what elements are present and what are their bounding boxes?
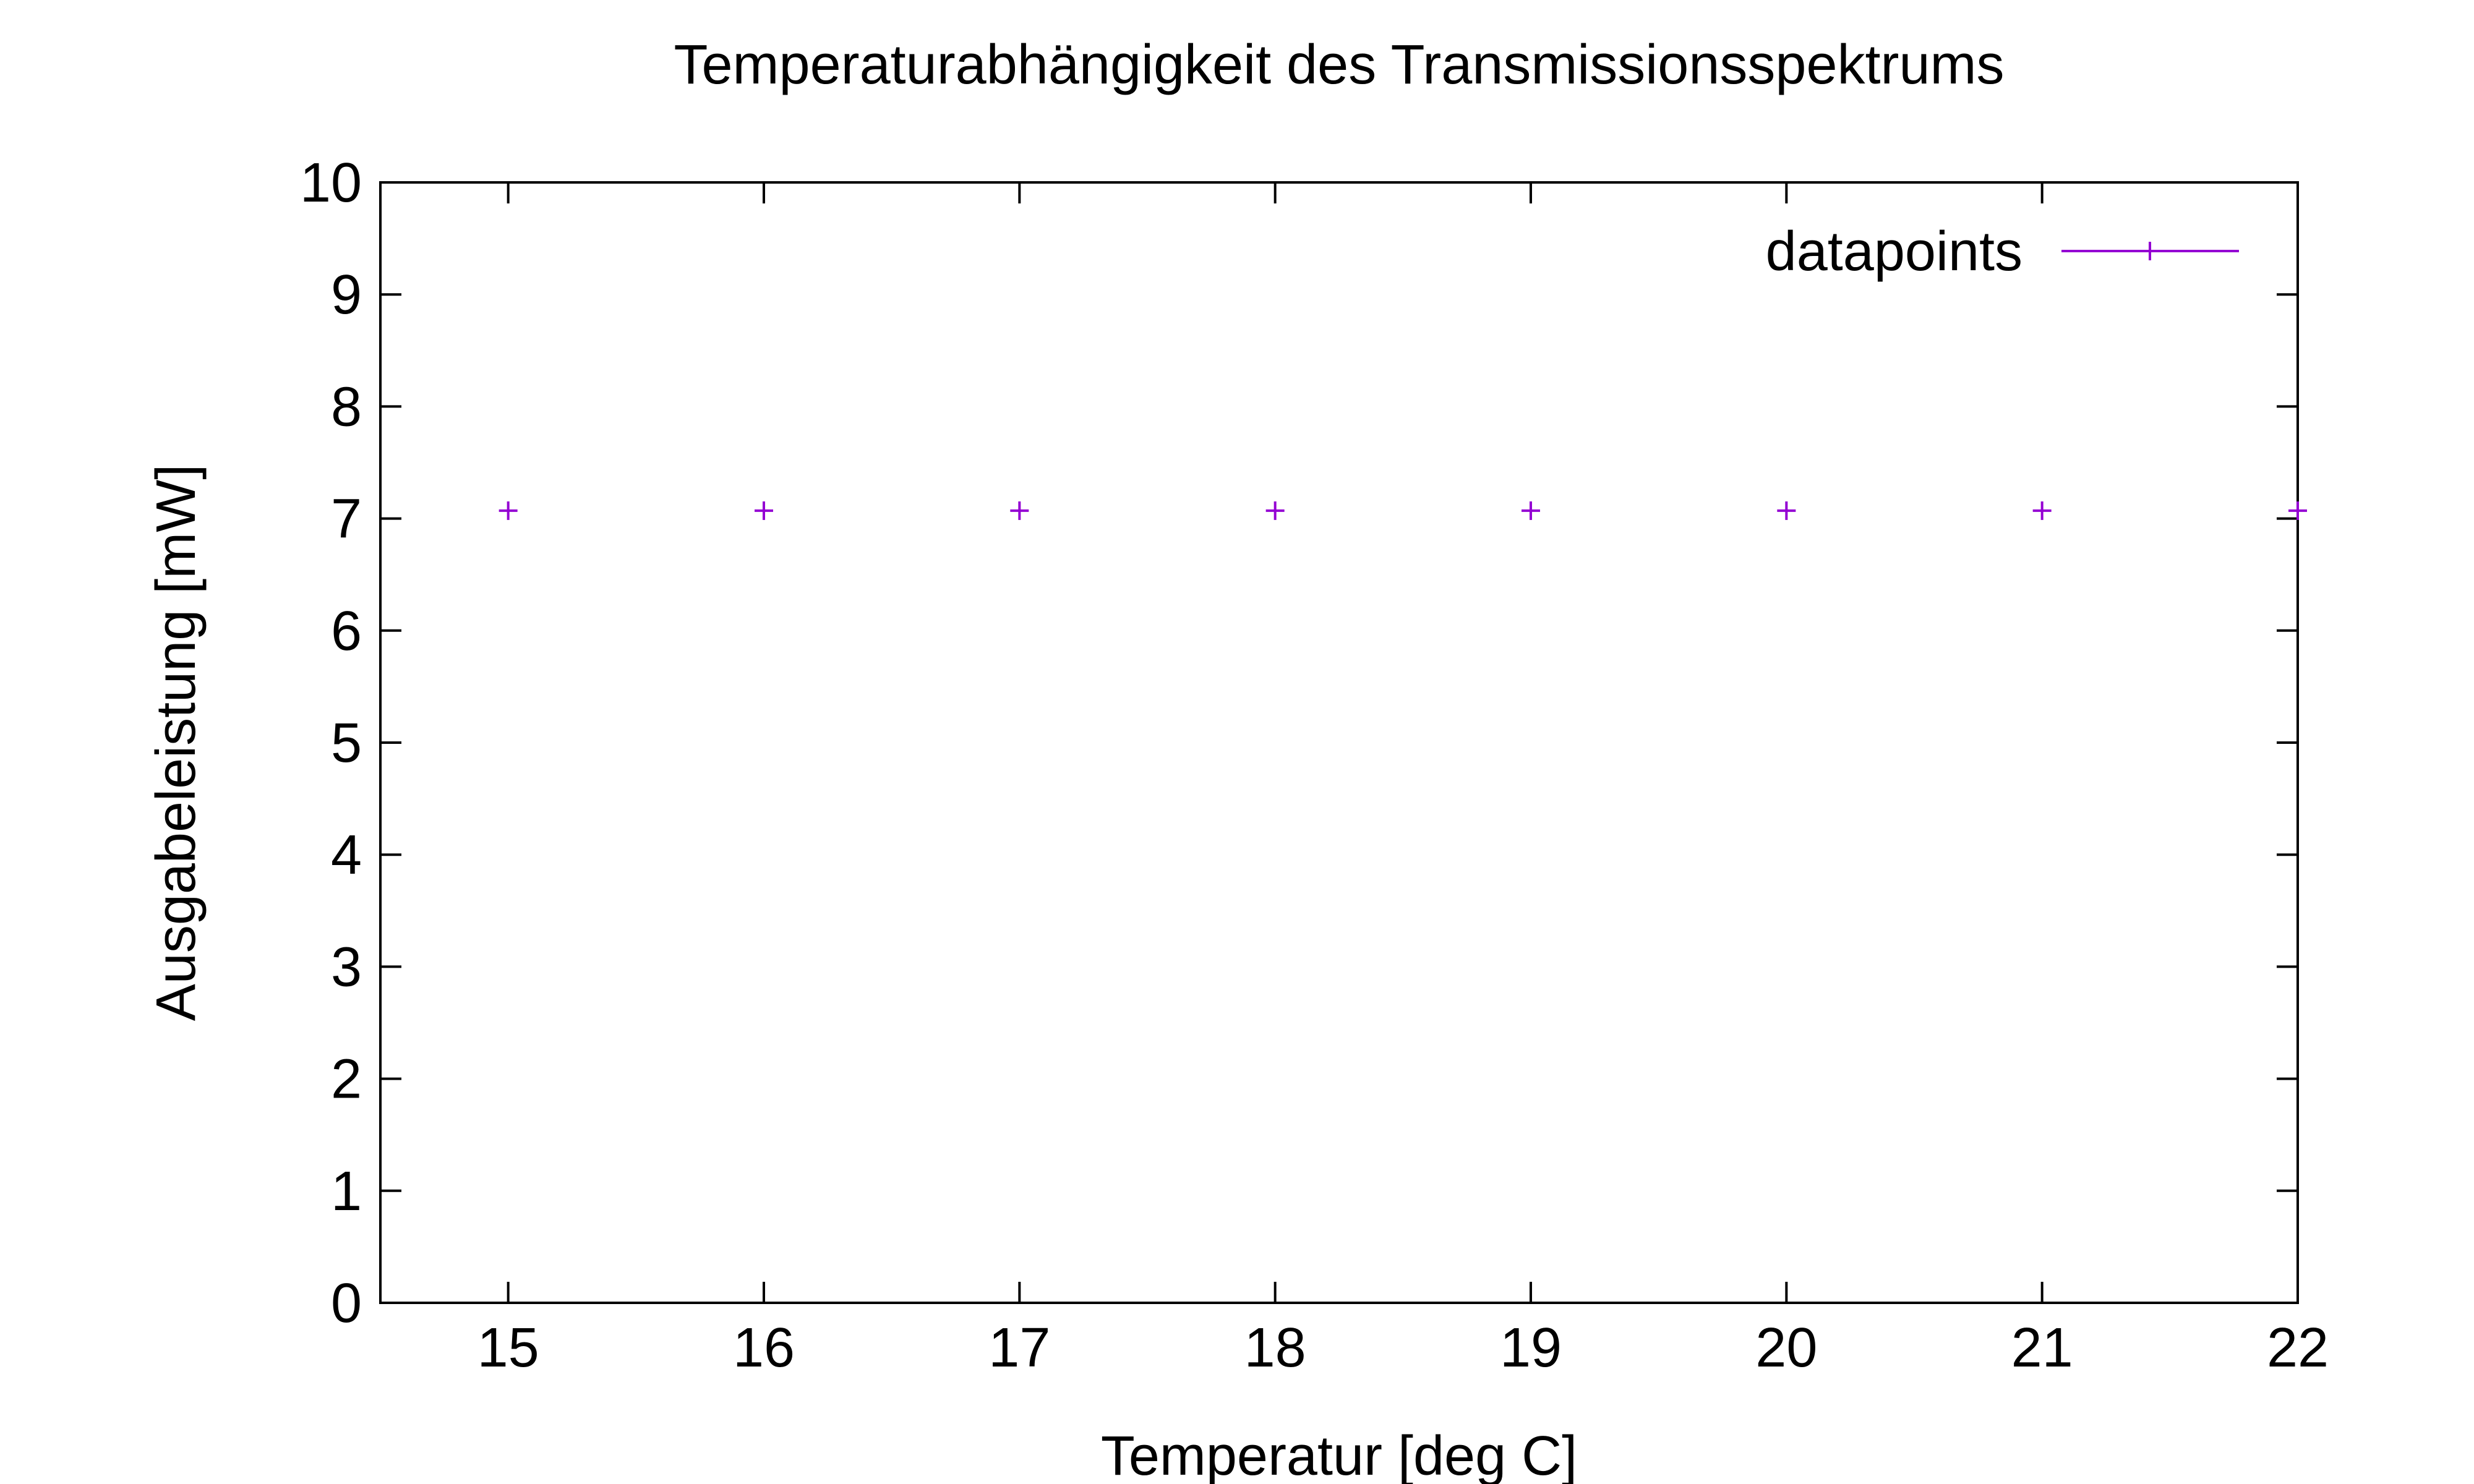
data-point [1010,501,1029,520]
data-point [1522,501,1540,520]
ticks-layer: 0 1 2 3 4 5 6 7 8 9 10 15 16 17 18 19 20 21 22 [300,152,2329,1379]
data-point [1777,501,1796,520]
y-tick-label: 6 [331,600,362,662]
y-tick-label: 9 [331,264,362,326]
y-tick-label: 7 [331,488,362,550]
legend-label: datapoints [1766,221,2022,283]
x-tick-label: 16 [733,1317,795,1379]
y-tick-label: 5 [331,712,362,774]
y-axis-label: Ausgabeleistung [mW] [145,464,207,1021]
plot-frame [379,181,2299,1304]
y-tick-label: 3 [331,936,362,998]
chart-title: Temperaturabhängigkeit des Transmissions… [674,34,2005,96]
data-point [1265,501,1285,520]
x-tick-label: 22 [2267,1317,2329,1379]
y-tick-label: 8 [331,376,362,438]
x-tick-label: 15 [477,1317,539,1379]
data-point [499,501,518,520]
x-tick-label: 18 [1244,1317,1306,1379]
data-point [2288,501,2307,520]
legend: datapoints [1766,221,2239,283]
x-tick-label: 17 [988,1317,1050,1379]
x-tick-label: 19 [1500,1317,1562,1379]
points-layer [499,501,2307,520]
x-tick-label: 20 [1755,1317,1817,1379]
y-tick-label: 10 [300,152,362,214]
data-point [2032,501,2052,520]
y-tick-label: 2 [331,1049,362,1111]
x-axis-label: Temperatur [deg C] [1101,1425,1577,1484]
x-tick-label: 21 [2011,1317,2073,1379]
y-tick-label: 4 [331,824,362,886]
y-tick-label: 0 [331,1273,362,1334]
data-point [755,501,773,520]
y-tick-label: 1 [331,1161,362,1222]
